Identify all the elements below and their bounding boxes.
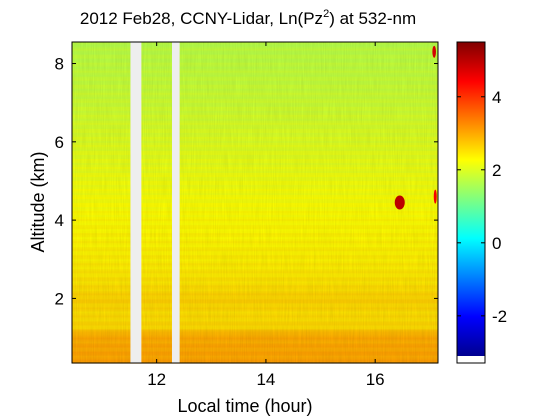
heatmap-texture — [72, 42, 438, 363]
heatmap-plot: 12 14 16 2 4 6 8 — [55, 41, 439, 389]
plot-frame — [71, 41, 439, 364]
heatmap-features — [394, 45, 437, 210]
y-tick-label: 4 — [55, 211, 64, 230]
x-tick-label: 14 — [256, 370, 275, 389]
y-tick-label: 6 — [55, 133, 64, 152]
colorbar-gradient — [457, 42, 485, 356]
colorbar: -2 0 2 4 — [456, 41, 507, 364]
colorbar-tick-label: 2 — [492, 161, 501, 180]
data-gap — [171, 42, 180, 363]
y-axis-label: Altitude (km) — [28, 151, 48, 252]
colorbar-frame — [456, 41, 486, 364]
y-axis: 2 4 6 8 — [55, 55, 438, 308]
colorbar-ticks: -2 0 2 4 — [457, 88, 507, 326]
x-axis: 12 14 16 — [147, 42, 385, 389]
y-tick-label: 2 — [55, 289, 64, 308]
x-tick-label: 12 — [147, 370, 166, 389]
high-spot — [432, 45, 436, 58]
data-gap — [130, 42, 142, 363]
data-gaps — [130, 42, 180, 363]
x-axis-label: Local time (hour) — [177, 396, 312, 416]
colorbar-tick-label: -2 — [492, 307, 507, 326]
colorbar-tick-label: 0 — [492, 234, 501, 253]
y-tick-label: 8 — [55, 55, 64, 74]
chart-title: 2012 Feb28, CCNY-Lidar, Ln(Pz2) at 532-n… — [80, 8, 416, 28]
cloud-edge — [433, 189, 437, 204]
x-tick-label: 16 — [366, 370, 385, 389]
cloud-patch — [394, 195, 405, 210]
colorbar-tick-label: 4 — [492, 88, 501, 107]
colorbar-bottom-cap — [457, 356, 485, 363]
